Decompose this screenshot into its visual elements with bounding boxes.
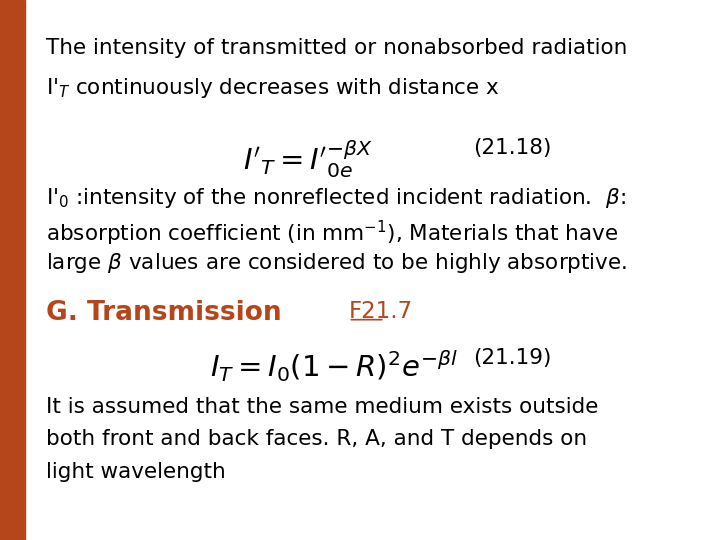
Bar [0, 0, 25, 540]
Text: large $\beta$ values are considered to be highly absorptive.: large $\beta$ values are considered to b… [46, 251, 627, 275]
Text: It is assumed that the same medium exists outside: It is assumed that the same medium exist… [46, 397, 598, 417]
Text: I'$_T$ continuously decreases with distance x: I'$_T$ continuously decreases with dista… [46, 76, 500, 99]
Text: F21.7: F21.7 [348, 300, 413, 323]
Text: absorption coefficient (in mm$^{-1}$), Materials that have: absorption coefficient (in mm$^{-1}$), M… [46, 219, 618, 248]
Text: G. Transmission: G. Transmission [46, 300, 282, 326]
Text: both front and back faces. R, A, and T depends on: both front and back faces. R, A, and T d… [46, 429, 587, 449]
Text: The intensity of transmitted or nonabsorbed radiation: The intensity of transmitted or nonabsor… [46, 38, 627, 58]
Text: I'$_0$ :intensity of the nonreflected incident radiation.  $\beta$:: I'$_0$ :intensity of the nonreflected in… [46, 186, 626, 210]
Text: $I_T = I_0(1-R)^2 e^{-\beta l}$: $I_T = I_0(1-R)^2 e^{-\beta l}$ [210, 348, 459, 384]
Text: (21.18): (21.18) [474, 138, 552, 158]
Text: light wavelength: light wavelength [46, 462, 226, 482]
Text: $I'_T = I'_{0e}^{-\beta X}$: $I'_T = I'_{0e}^{-\beta X}$ [243, 138, 373, 180]
Text: (21.19): (21.19) [474, 348, 552, 368]
